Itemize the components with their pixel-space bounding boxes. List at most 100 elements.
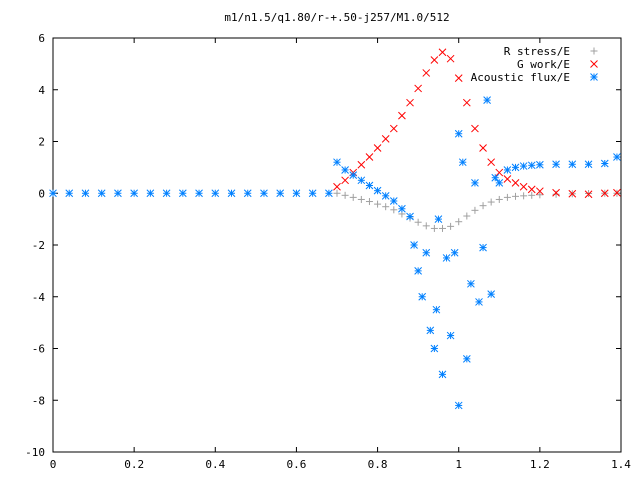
data-point xyxy=(357,195,365,203)
data-point xyxy=(422,69,431,77)
data-point xyxy=(414,267,422,275)
data-point xyxy=(495,195,503,203)
data-point xyxy=(454,129,463,138)
data-point xyxy=(357,176,366,185)
data-point xyxy=(471,206,479,214)
data-point xyxy=(381,191,390,200)
data-point xyxy=(552,188,560,197)
legend-marker xyxy=(590,47,598,55)
data-point xyxy=(349,193,357,201)
data-point xyxy=(333,189,341,197)
data-point xyxy=(333,182,341,191)
data-point xyxy=(467,279,475,288)
data-point xyxy=(471,124,479,133)
x-tick-label: 0.4 xyxy=(205,458,225,471)
data-point xyxy=(418,292,427,301)
data-point xyxy=(438,224,446,232)
y-tick-label: 6 xyxy=(38,32,45,45)
data-point xyxy=(374,200,382,208)
y-tick-label: -4 xyxy=(32,291,46,304)
data-point xyxy=(426,326,435,335)
data-point xyxy=(519,162,528,170)
data-point xyxy=(495,168,504,177)
data-point xyxy=(389,124,398,133)
data-point xyxy=(442,254,451,262)
data-point xyxy=(146,189,155,198)
y-tick-label: -6 xyxy=(32,343,45,356)
data-point xyxy=(276,189,285,198)
series-0 xyxy=(333,189,621,232)
data-point xyxy=(81,189,90,198)
data-point xyxy=(389,197,398,205)
x-tick-label: 1 xyxy=(455,458,462,471)
data-point xyxy=(398,111,406,120)
data-point xyxy=(49,189,57,198)
x-tick-label: 0.2 xyxy=(124,458,144,471)
data-point xyxy=(382,203,390,211)
data-point xyxy=(422,248,431,257)
data-point xyxy=(414,84,422,93)
data-point xyxy=(503,166,512,174)
legend-marker xyxy=(590,73,598,81)
plot-frame xyxy=(52,37,622,453)
data-point xyxy=(519,182,528,191)
data-point xyxy=(613,188,621,197)
data-point xyxy=(462,354,471,363)
data-point xyxy=(373,186,382,195)
data-point xyxy=(365,181,374,190)
data-point xyxy=(65,189,74,198)
y-tick-label: 0 xyxy=(38,187,45,200)
data-point xyxy=(479,202,487,210)
data-point xyxy=(410,241,418,249)
data-point xyxy=(406,98,414,107)
data-point xyxy=(487,198,495,206)
data-point xyxy=(438,370,447,379)
data-point xyxy=(613,153,621,161)
data-point xyxy=(455,218,463,226)
data-point xyxy=(600,189,609,198)
data-point xyxy=(365,198,373,206)
data-point xyxy=(114,189,122,198)
data-point xyxy=(260,189,268,198)
axes: 0 0.2 0.4 0.6 0.8 1 1.2 1.4 6 4 2 0 -2 -4 -6 -8 -10 xyxy=(25,32,631,471)
data-point xyxy=(463,212,471,220)
data-point xyxy=(447,222,455,230)
data-point xyxy=(227,189,236,198)
series-2 xyxy=(49,96,621,410)
legend-label: Acoustic flux/E xyxy=(471,71,570,84)
data-point xyxy=(458,158,467,167)
data-point xyxy=(406,212,414,221)
data-point xyxy=(503,175,512,183)
data-point xyxy=(398,204,406,213)
data-point xyxy=(450,248,459,257)
data-point xyxy=(552,190,560,198)
data-point xyxy=(462,98,471,107)
data-point xyxy=(511,163,520,172)
y-tick-label: -8 xyxy=(32,394,45,407)
data-point xyxy=(308,189,317,198)
data-point xyxy=(178,189,187,198)
data-point xyxy=(373,144,382,152)
data-point xyxy=(162,189,171,198)
data-point xyxy=(341,166,349,174)
data-point xyxy=(491,173,500,182)
data-point xyxy=(487,158,496,167)
data-point xyxy=(536,191,544,199)
data-point xyxy=(568,189,577,198)
data-point xyxy=(325,189,333,198)
data-point xyxy=(333,158,341,167)
data-point xyxy=(381,135,390,143)
data-point xyxy=(552,160,560,169)
data-point xyxy=(341,191,349,199)
chart-title: m1/n1.5/q1.80/r-+.50-j257/M1.0/512 xyxy=(224,11,449,24)
data-point xyxy=(454,401,463,410)
data-point xyxy=(454,74,463,82)
data-point xyxy=(211,189,220,198)
data-point xyxy=(479,243,487,252)
data-point xyxy=(511,179,520,187)
data-point xyxy=(527,161,536,170)
data-point xyxy=(438,48,447,57)
data-point xyxy=(292,189,301,198)
x-tick-label: 1.4 xyxy=(611,458,631,471)
